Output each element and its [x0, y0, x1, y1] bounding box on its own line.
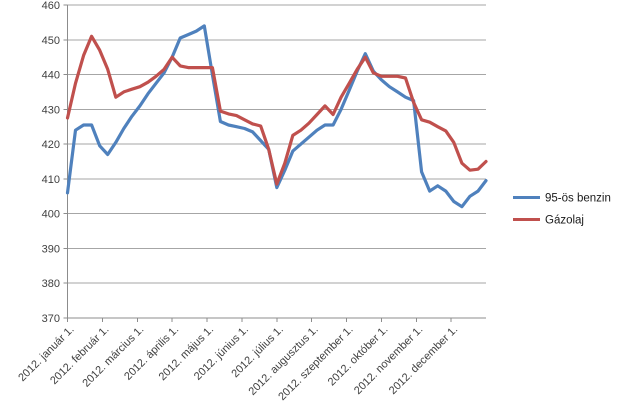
x-axis-labels: 2012. január 1.2012. február 1.2012. már…: [16, 324, 460, 403]
x-axis-tick-label: 2012. december 1.: [387, 324, 460, 397]
y-axis-tick-label: 450: [42, 35, 60, 47]
legend-label-gazolaj: Gázolaj: [545, 215, 584, 227]
y-axis-tick-label: 390: [42, 243, 60, 255]
y-axis-tick-label: 460: [42, 0, 60, 12]
y-axis-tick-label: 370: [42, 313, 60, 325]
series-lines: [65, 24, 488, 209]
legend-label-benzin: 95-ös benzin: [545, 193, 611, 205]
series-line-95-s-benzin: [65, 24, 488, 209]
gridlines: [67, 4, 486, 284]
y-axis-labels: 370 380 390 400 410 420 430 440 450 460: [42, 0, 60, 325]
axes: [63, 4, 486, 322]
y-axis-tick-label: 440: [42, 70, 60, 82]
legend: 95-ös benzin Gázolaj: [513, 193, 611, 227]
y-axis-tick-label: 420: [42, 139, 60, 151]
y-axis-tick-label: 400: [42, 209, 60, 221]
y-axis-tick-label: 380: [42, 278, 60, 290]
series-line-g-zolaj: [65, 34, 488, 186]
x-axis-tick-label: 2012. március 1.: [80, 324, 146, 390]
y-axis-tick-label: 430: [42, 104, 60, 116]
x-axis-tick-label: 2012. október 1.: [326, 324, 391, 389]
y-axis-tick-label: 410: [42, 174, 60, 186]
